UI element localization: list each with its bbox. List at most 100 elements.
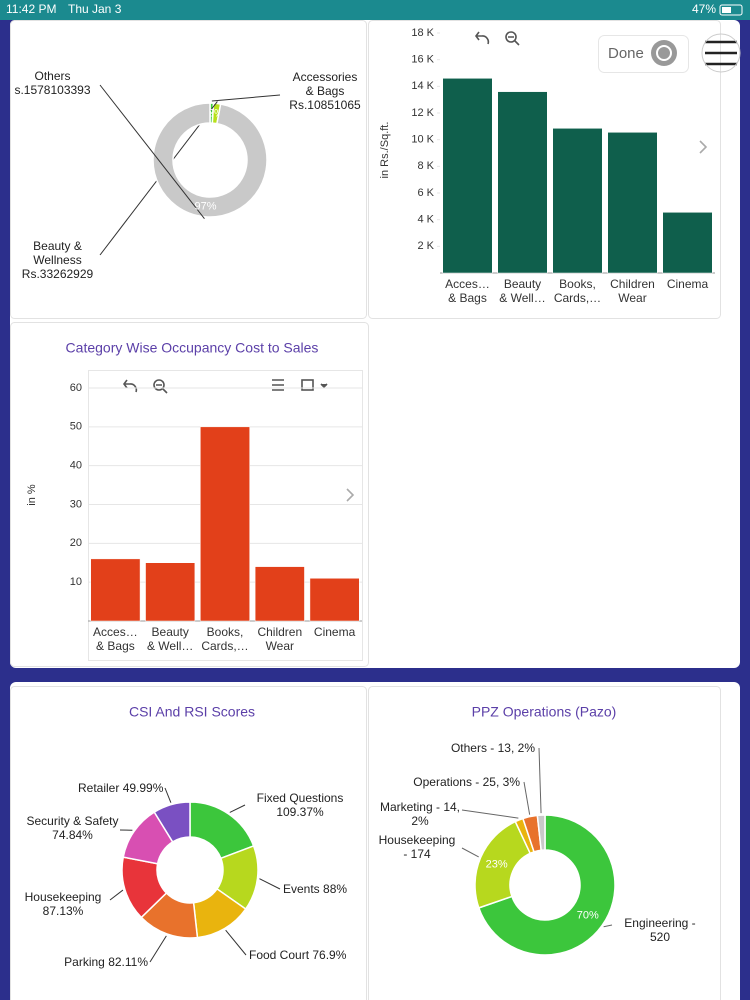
y-tick-label: 14 K [411, 80, 434, 92]
label-connector [109, 889, 124, 901]
select-icon[interactable] [301, 379, 314, 391]
label-connector [211, 94, 281, 102]
slice-name: Beauty & Wellness [33, 239, 82, 267]
slice-label: Fixed Questions 109.37% [245, 791, 355, 819]
undo-icon[interactable] [475, 31, 490, 45]
label-connector [603, 924, 613, 928]
label-connector [229, 804, 246, 813]
slice-name: Housekeeping [24, 890, 102, 904]
menu-icon[interactable] [705, 40, 737, 66]
slice-name: Food Court [249, 948, 310, 962]
x-tick-label: Books, Cards,… [201, 625, 249, 653]
bar [309, 578, 360, 622]
menu-ring [701, 33, 741, 73]
slice-name: Engineering - 520 [624, 916, 696, 944]
slice-name: Marketing - 14, 2% [379, 800, 461, 828]
y-axis-title: in Rs./Sq.ft. [379, 122, 391, 179]
list-icon[interactable] [272, 379, 284, 391]
y-tick-label: 16 K [411, 54, 434, 66]
chart-title: Category Wise Occupancy Cost to Sales [66, 340, 319, 356]
done-label[interactable]: Done [608, 45, 644, 62]
zoom-icon[interactable] [505, 31, 517, 43]
battery-level [722, 7, 731, 13]
slice-name: Parking [64, 955, 105, 969]
x-tick-label: Children Wear [610, 277, 655, 305]
slice-name: Accessories & Bags [292, 70, 358, 98]
label-connector [523, 781, 531, 815]
battery-percent: 47% [692, 2, 716, 16]
y-tick-label: 4 K [417, 214, 434, 226]
y-tick-label: 12 K [411, 107, 434, 119]
status-date: Thu Jan 3 [68, 2, 122, 16]
x-tick-label: Acces… & Bags [445, 277, 490, 305]
y-tick-label: 2 K [417, 240, 434, 252]
slice-value: 82.11% [108, 955, 148, 969]
zoom-icon[interactable] [153, 379, 165, 391]
refresh-ring [656, 45, 672, 61]
y-tick-label: 6 K [417, 187, 434, 199]
slice-value: 109.37% [276, 805, 324, 819]
slice-label: Housekeeping 87.13% [18, 890, 108, 918]
y-tick-label: 40 [70, 460, 82, 472]
x-tick-label: Cinema [666, 277, 709, 291]
slice-percent: 70% [577, 909, 599, 921]
slice-label: Parking 82.11% [48, 955, 148, 969]
y-tick-label: 8 K [417, 160, 434, 172]
label-connector [99, 84, 205, 220]
slice-amount: s.1578103393 [14, 83, 91, 97]
slice-label: Housekeeping - 174 [372, 833, 462, 861]
label-connector [149, 935, 167, 963]
slice-label: Others s.1578103393 [5, 69, 100, 97]
slice-name: Others - 13, 2% [450, 741, 535, 755]
x-tick-label: Books, Cards,… [553, 277, 602, 305]
y-tick-label: 10 [70, 576, 82, 588]
slice-value: 76.9% [312, 948, 347, 962]
slice-label: Engineering - 520 [615, 916, 705, 944]
y-tick-label: 20 [70, 537, 82, 549]
pie-slice [153, 801, 191, 843]
label-connector [164, 787, 172, 803]
slice-amount: Rs.10851065 [289, 98, 361, 112]
label-connector [461, 847, 479, 858]
bar [200, 426, 250, 622]
slice-name: Events [283, 882, 320, 896]
slice-name: Housekeeping - 174 [378, 833, 456, 861]
status-time: 11:42 PM [6, 2, 56, 16]
slice-percent: 97% [195, 201, 217, 213]
y-tick-label: 10 K [411, 134, 434, 146]
next-chevron[interactable] [346, 488, 355, 502]
bar [662, 212, 713, 274]
slice-label: Security & Safety 74.84% [25, 814, 120, 842]
slice-label: Operations - 25, 3% [390, 775, 520, 789]
pie-slice [152, 102, 268, 218]
bar [552, 128, 603, 274]
slice-name: Retailer [78, 781, 120, 795]
slice-label: Events 88% [283, 882, 363, 896]
slice-label: Marketing - 14, 2% [375, 800, 465, 828]
label-connector [259, 878, 281, 890]
chart-title: CSI And RSI Scores [129, 704, 255, 720]
bar [442, 78, 493, 274]
bar [254, 566, 305, 622]
y-tick-label: 60 [70, 382, 82, 394]
pie-slice [536, 814, 546, 852]
x-tick-label: Acces… & Bags [93, 625, 138, 653]
next-chevron[interactable] [699, 140, 708, 154]
slice-name: Fixed Questions [256, 791, 344, 805]
slice-percent: 23% [486, 858, 508, 870]
y-tick-label: 30 [70, 498, 82, 510]
label-connector [461, 809, 519, 819]
x-tick-label: Beauty & Well… [499, 277, 546, 305]
slice-name: Others [34, 69, 71, 83]
slice-value: 74.84% [52, 828, 93, 842]
toolbar [123, 31, 708, 502]
bar [497, 91, 548, 274]
undo-icon[interactable] [123, 379, 138, 393]
slice-amount: Rs.33262929 [21, 267, 94, 281]
y-tick-label: 18 K [411, 27, 434, 39]
pie-slice [477, 814, 616, 956]
slice-value: 49.99% [122, 781, 164, 795]
refresh-icon[interactable] [651, 40, 677, 66]
